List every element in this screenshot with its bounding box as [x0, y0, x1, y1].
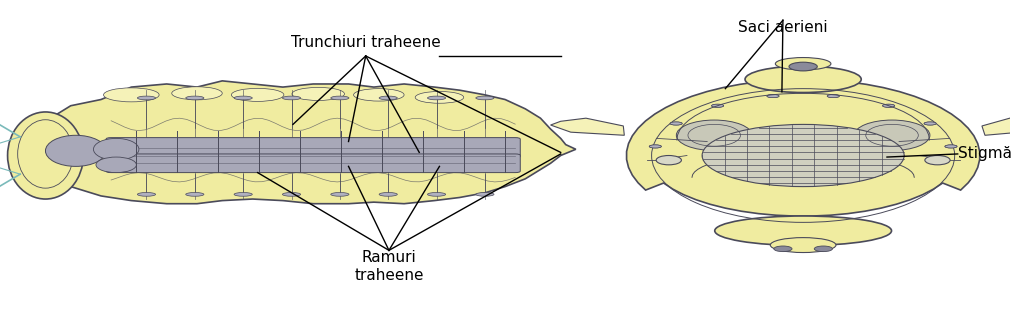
Ellipse shape: [137, 193, 155, 196]
Ellipse shape: [7, 112, 83, 199]
Ellipse shape: [650, 145, 661, 148]
Ellipse shape: [924, 122, 936, 125]
Polygon shape: [550, 118, 624, 135]
Ellipse shape: [172, 87, 222, 100]
Ellipse shape: [925, 156, 950, 165]
Ellipse shape: [945, 145, 958, 148]
Ellipse shape: [656, 156, 681, 165]
Ellipse shape: [282, 193, 301, 196]
Circle shape: [814, 246, 833, 252]
Circle shape: [773, 246, 792, 252]
Ellipse shape: [96, 157, 136, 173]
Ellipse shape: [234, 96, 253, 100]
Ellipse shape: [945, 145, 958, 148]
Ellipse shape: [17, 120, 74, 188]
Circle shape: [789, 62, 817, 71]
Ellipse shape: [712, 104, 723, 107]
Ellipse shape: [883, 104, 895, 107]
Polygon shape: [626, 79, 980, 216]
Ellipse shape: [924, 122, 936, 125]
Ellipse shape: [292, 87, 345, 100]
Ellipse shape: [330, 193, 349, 196]
Circle shape: [702, 124, 904, 187]
Ellipse shape: [415, 91, 463, 103]
Ellipse shape: [670, 122, 682, 125]
Ellipse shape: [745, 66, 861, 93]
Ellipse shape: [770, 238, 836, 253]
Ellipse shape: [93, 138, 139, 160]
Polygon shape: [26, 81, 576, 204]
Ellipse shape: [767, 95, 780, 98]
Ellipse shape: [715, 216, 891, 246]
Ellipse shape: [775, 58, 831, 70]
Ellipse shape: [330, 96, 349, 100]
Ellipse shape: [712, 104, 723, 107]
Ellipse shape: [380, 96, 397, 100]
Text: Trunchiuri traheene: Trunchiuri traheene: [291, 35, 441, 50]
Ellipse shape: [103, 88, 160, 102]
Ellipse shape: [676, 120, 752, 151]
Ellipse shape: [854, 120, 930, 151]
Ellipse shape: [428, 193, 446, 196]
Ellipse shape: [282, 96, 301, 100]
Text: Ramuri
traheene: Ramuri traheene: [354, 250, 424, 283]
Ellipse shape: [186, 193, 204, 196]
Ellipse shape: [476, 96, 494, 100]
Ellipse shape: [670, 122, 682, 125]
Ellipse shape: [354, 89, 404, 101]
FancyBboxPatch shape: [106, 137, 521, 158]
Ellipse shape: [828, 95, 839, 98]
Ellipse shape: [380, 193, 397, 196]
FancyBboxPatch shape: [106, 154, 521, 173]
Ellipse shape: [883, 104, 895, 107]
Text: Stigmă: Stigmă: [958, 146, 1012, 161]
Ellipse shape: [45, 135, 106, 166]
Ellipse shape: [767, 95, 780, 98]
Ellipse shape: [231, 88, 283, 101]
Text: Saci aerieni: Saci aerieni: [739, 20, 828, 35]
Ellipse shape: [828, 95, 839, 98]
Ellipse shape: [234, 193, 253, 196]
Ellipse shape: [186, 96, 204, 100]
Ellipse shape: [650, 145, 661, 148]
Ellipse shape: [428, 96, 446, 100]
Ellipse shape: [137, 96, 155, 100]
Ellipse shape: [476, 193, 494, 196]
Polygon shape: [982, 117, 1023, 135]
